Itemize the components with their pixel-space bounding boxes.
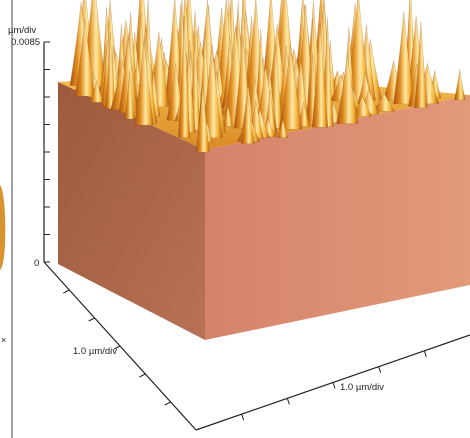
z-axis-ticks: [44, 41, 50, 263]
x-axis-tick: [164, 401, 171, 406]
surface-peak: [74, 17, 96, 97]
y-axis-tick: [378, 366, 382, 373]
surface-peak: [124, 70, 135, 120]
surface-peak: [336, 54, 359, 124]
surface-peak: [277, 119, 289, 138]
x-axis-tick: [113, 345, 121, 350]
surface-peak: [311, 22, 329, 128]
surface-peak: [278, 44, 303, 130]
y-axis-ticks: [241, 350, 427, 421]
surface-peak: [134, 37, 154, 126]
z-axis-min-label: 0: [34, 258, 39, 269]
surface-peak: [201, 44, 223, 138]
x-axis-tick: [88, 317, 95, 322]
front-wall: [205, 95, 470, 340]
y-axis-tick: [332, 382, 336, 389]
z-axis-max-label: 0.0085: [11, 37, 40, 48]
left-wall: [58, 82, 205, 340]
surface-peak: [118, 37, 138, 113]
surface-peak: [178, 15, 191, 138]
surface-peak: [104, 31, 116, 109]
surface-peak: [222, 105, 234, 127]
y-axis-tick: [286, 398, 290, 405]
y-axis-unit-label: 1.0 µm/div: [340, 382, 384, 393]
x-axis-tick: [139, 373, 146, 378]
surface-peak: [393, 11, 415, 105]
adjacent-panel-fragment: [0, 185, 6, 270]
x-axis-ticks: [63, 289, 171, 406]
adjacent-panel-mark: ×: [1, 335, 6, 345]
surface-peak: [414, 22, 428, 109]
axes: [43, 41, 470, 431]
y-axis-tick: [423, 350, 427, 357]
surface-peak: [454, 69, 466, 101]
surface-peak: [89, 80, 105, 103]
surface-peak: [195, 85, 210, 153]
x-axis-unit-label: 1.0 µm/div: [73, 346, 117, 357]
surface-peak: [240, 96, 255, 144]
z-axis-unit-label: µm/div: [8, 25, 36, 36]
surface-peaks: [69, 0, 466, 153]
y-axis-tick: [241, 414, 245, 421]
surface-peak: [352, 95, 372, 117]
surface-peak: [372, 92, 396, 112]
x-axis-tick: [63, 289, 70, 294]
